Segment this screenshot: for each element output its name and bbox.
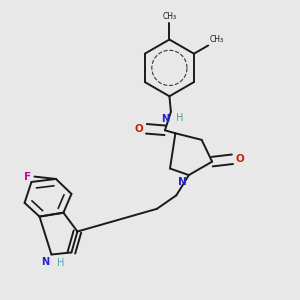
Text: H: H xyxy=(57,258,64,268)
Text: O: O xyxy=(134,124,143,134)
Text: F: F xyxy=(24,172,32,182)
Text: CH₃: CH₃ xyxy=(162,12,176,21)
Text: H: H xyxy=(176,113,184,123)
Text: N: N xyxy=(41,257,49,267)
Text: O: O xyxy=(236,154,244,164)
Text: N: N xyxy=(178,177,186,187)
Text: CH₃: CH₃ xyxy=(210,35,224,44)
Text: N: N xyxy=(161,114,169,124)
